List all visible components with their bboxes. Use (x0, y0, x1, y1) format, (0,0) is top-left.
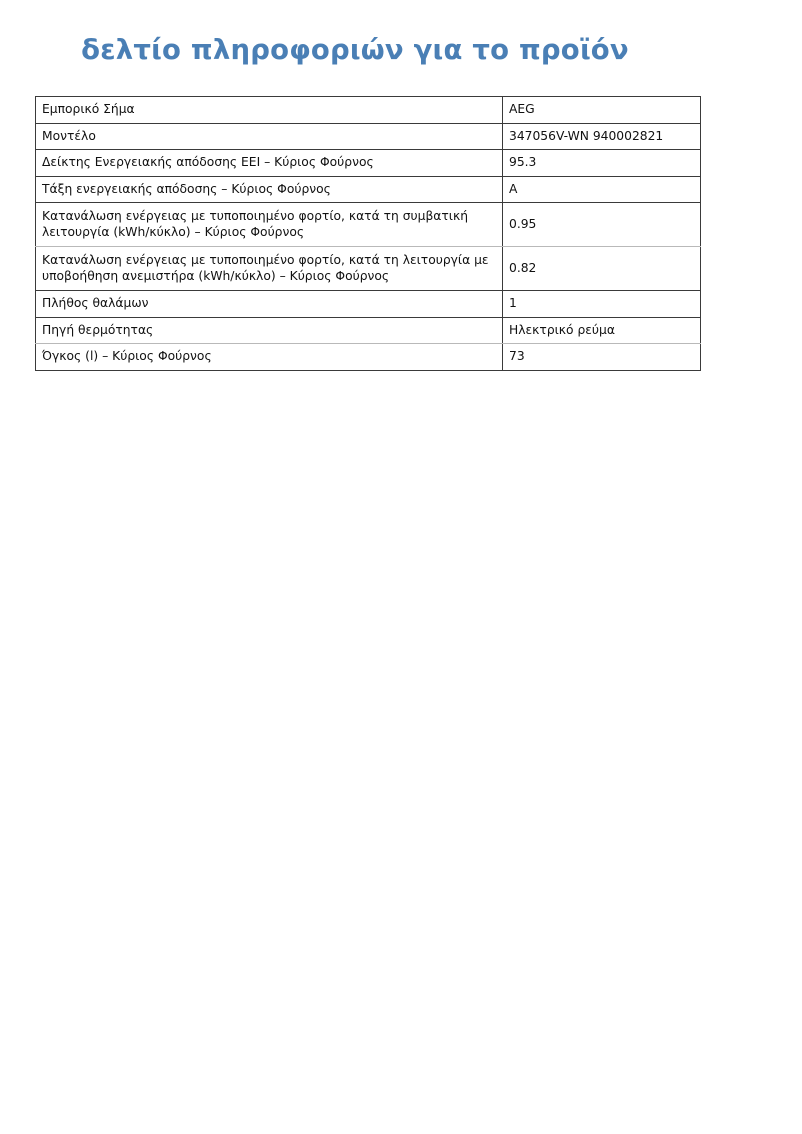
table-row: Τάξη ενεργειακής απόδοσης – Κύριος Φούρν… (35, 175, 701, 203)
row-value-cell: 0.82 (502, 246, 701, 291)
row-value-cell: Ηλεκτρικό ρεύμα (502, 316, 701, 344)
row-label-cell: Μοντέλο (35, 122, 503, 150)
row-label-line-1: Τάξη ενεργειακής απόδοσης – Κύριος Φούρν… (42, 181, 331, 196)
row-value-cell: 95.3 (502, 149, 701, 177)
table-body: Εμπορικό Σήμα AEG Μοντέλο 347056V-WN 940… (35, 96, 701, 371)
row-label-line-2: υποβοήθηση ανεμιστήρα (kWh/κύκλο) – Κύρι… (42, 268, 390, 283)
table-row: Κατανάλωση ενέργειας με τυποποιημένο φορ… (35, 246, 701, 291)
table-row: Μοντέλο 347056V-WN 940002821 (35, 122, 701, 150)
product-information-table: Εμπορικό Σήμα AEG Μοντέλο 347056V-WN 940… (35, 96, 701, 371)
row-value-cell: A (502, 175, 701, 203)
table-row: Πλήθος θαλάμων 1 (35, 290, 701, 318)
row-label-line-2: λειτουργία (kWh/κύκλο) – Κύριος Φούρνος (42, 224, 305, 239)
row-label-line-1: Δείκτης Ενεργειακής απόδοσης EEI – Κύριο… (42, 155, 374, 169)
row-label-line-1: Κατανάλωση ενέργειας με τυποποιημένο φορ… (42, 253, 489, 267)
row-value-cell: 1 (502, 290, 701, 318)
row-label-line-1: Εμπορικό Σήμα (42, 102, 135, 116)
row-label-cell: Πηγή θερμότητας (35, 316, 503, 344)
row-value-cell: AEG (502, 96, 701, 124)
row-label-line-1: Όγκος (l) – Κύριος Φούρνος (42, 349, 212, 363)
row-label-line-1: Μοντέλο (42, 128, 96, 143)
table-row: Κατανάλωση ενέργειας με τυποποιημένο φορ… (35, 202, 701, 247)
table-row: Εμπορικό Σήμα AEG (35, 96, 701, 124)
row-label-line-1: Πηγή θερμότητας (42, 322, 154, 337)
row-label-line-1: Πλήθος θαλάμων (42, 296, 149, 310)
row-value-cell: 0.95 (502, 202, 701, 247)
row-label-line-1: Κατανάλωση ενέργειας με τυποποιημένο φορ… (42, 209, 469, 223)
row-value-cell: 73 (502, 343, 701, 371)
row-label-cell: Δείκτης Ενεργειακής απόδοσης EEI – Κύριο… (35, 149, 503, 177)
row-label-cell: Κατανάλωση ενέργειας με τυποποιημένο φορ… (35, 202, 503, 247)
table-row: Πηγή θερμότητας Ηλεκτρικό ρεύμα (35, 316, 701, 344)
page-title: δελτίο πληροφοριών για το προϊόν (81, 34, 629, 66)
row-label-cell: Τάξη ενεργειακής απόδοσης – Κύριος Φούρν… (35, 175, 503, 203)
row-label-cell: Όγκος (l) – Κύριος Φούρνος (35, 343, 503, 371)
row-value-cell: 347056V-WN 940002821 (502, 122, 701, 150)
table-row: Δείκτης Ενεργειακής απόδοσης EEI – Κύριο… (35, 149, 701, 177)
row-label-cell: Εμπορικό Σήμα (35, 96, 503, 124)
row-label-cell: Πλήθος θαλάμων (35, 290, 503, 318)
row-label-cell: Κατανάλωση ενέργειας με τυποποιημένο φορ… (35, 246, 503, 291)
table-row: Όγκος (l) – Κύριος Φούρνος 73 (35, 343, 701, 371)
